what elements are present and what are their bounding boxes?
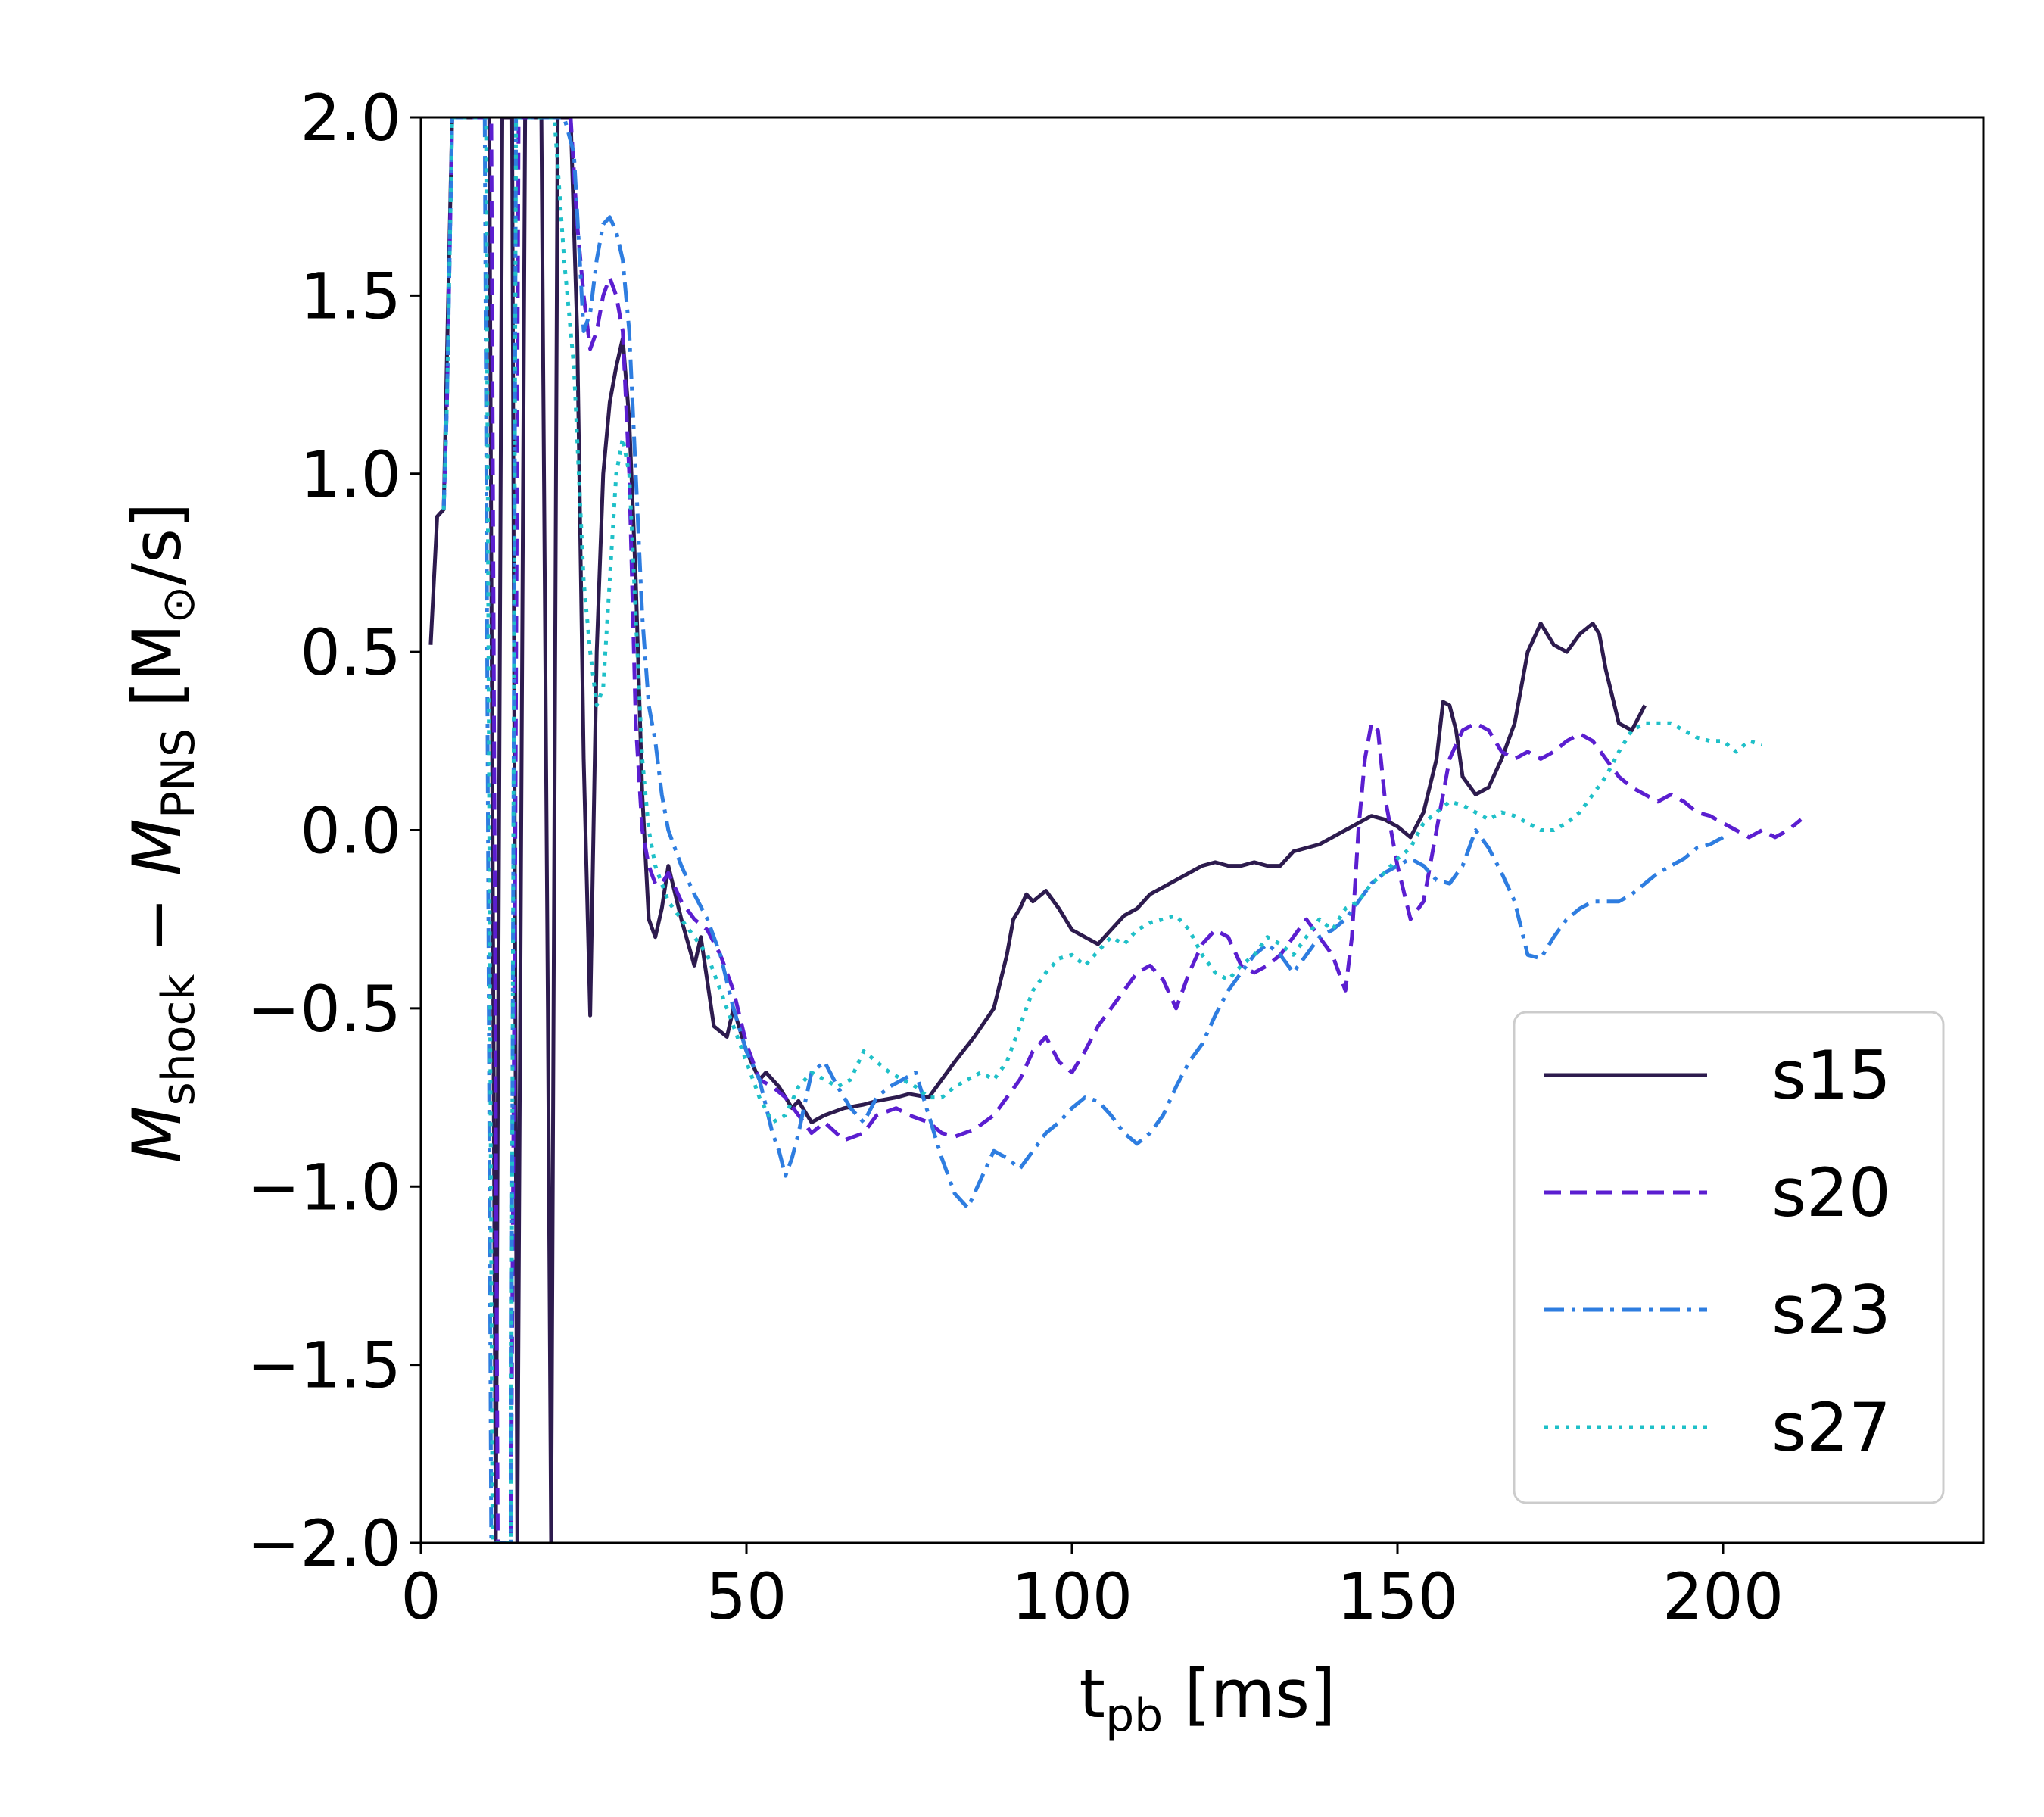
y-tick-label: −1.0 bbox=[247, 1150, 401, 1224]
legend-box bbox=[1513, 1011, 1945, 1504]
series-line-s20 bbox=[441, 117, 1803, 1543]
series-line-s23 bbox=[441, 117, 1725, 1543]
y-tick-label: −0.5 bbox=[247, 972, 401, 1046]
x-tick-label: 0 bbox=[400, 1560, 441, 1634]
legend-label-s20: s20 bbox=[1771, 1154, 1891, 1232]
x-tick-label: 150 bbox=[1337, 1560, 1458, 1634]
x-tick-label: 100 bbox=[1011, 1560, 1133, 1634]
y-tick-label: 0.0 bbox=[300, 794, 401, 868]
legend-label-s15: s15 bbox=[1771, 1036, 1891, 1114]
y-tick-label: 1.0 bbox=[300, 438, 401, 512]
plot-series bbox=[428, 117, 1803, 1543]
y-tick-label: 2.0 bbox=[300, 81, 401, 155]
y-tick-label: −1.5 bbox=[247, 1329, 401, 1403]
y-tick-label: −2.0 bbox=[247, 1507, 401, 1581]
x-axis-ticks: 0 50 100 150 200 bbox=[400, 1543, 1784, 1634]
y-tick-label: 0.5 bbox=[300, 616, 401, 690]
y-axis-ticks: −2.0 −1.5 −1.0 −0.5 0.0 0.5 1.0 1.5 2.0 bbox=[247, 81, 421, 1581]
y-tick-label: 1.5 bbox=[300, 259, 401, 333]
x-tick-label: 200 bbox=[1662, 1560, 1784, 1634]
series-line-s15 bbox=[428, 117, 1647, 1543]
x-tick-label: 50 bbox=[706, 1560, 787, 1634]
legend-label-s23: s23 bbox=[1771, 1271, 1891, 1349]
legend: s15 s20 s23 s27 bbox=[1513, 1011, 1945, 1504]
x-axis-label: tpb [ms] bbox=[1080, 1655, 1336, 1742]
series-line-s27 bbox=[441, 117, 1763, 1543]
y-axis-label: Mshock − MPNS [M⊙/s] bbox=[118, 503, 205, 1164]
legend-label-s27: s27 bbox=[1771, 1388, 1891, 1466]
y-axis-label-group: Mshock − MPNS [M⊙/s] bbox=[118, 503, 205, 1164]
legend-items: s15 s20 s23 s27 bbox=[1544, 1036, 1891, 1466]
